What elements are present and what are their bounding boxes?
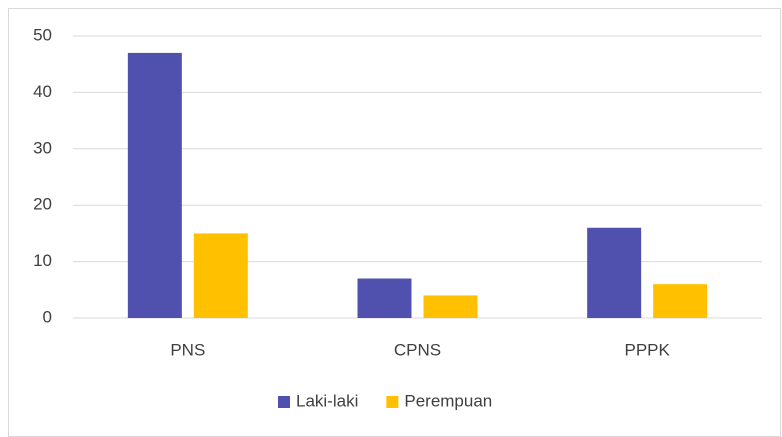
x-tick-label: PNS: [170, 340, 205, 359]
legend-label: Perempuan: [404, 391, 492, 410]
y-tick-label: 30: [33, 138, 52, 157]
chart-border: [8, 8, 781, 437]
bar: [423, 295, 478, 318]
bar: [193, 233, 248, 318]
bar: [127, 52, 182, 319]
x-tick-label: CPNS: [394, 340, 441, 359]
y-tick-label: 50: [33, 25, 52, 44]
y-tick-label: 0: [43, 307, 52, 326]
y-tick-label: 10: [33, 251, 52, 270]
bar: [653, 284, 708, 318]
y-tick-label: 20: [33, 195, 52, 214]
y-tick-label: 40: [33, 82, 52, 101]
legend-swatch: [386, 396, 399, 408]
legend-label: Laki-laki: [296, 391, 358, 410]
x-tick-label: PPPK: [624, 340, 670, 359]
bar: [357, 278, 412, 318]
bar: [587, 227, 642, 318]
legend-swatch: [278, 396, 290, 408]
